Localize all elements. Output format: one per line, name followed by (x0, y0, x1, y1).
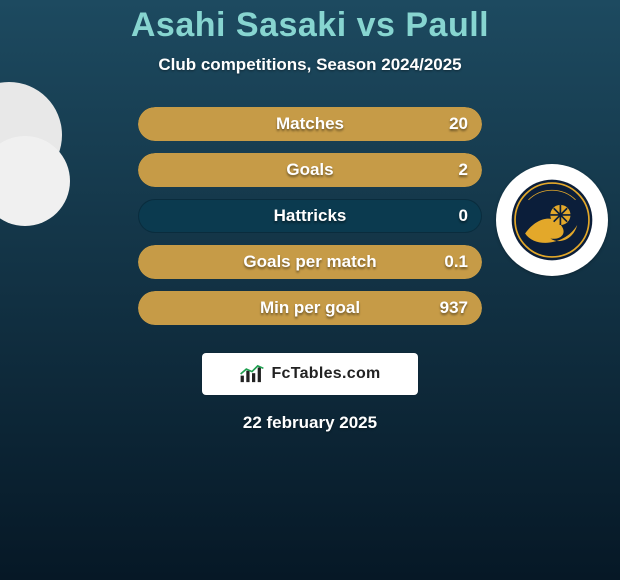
page-subtitle: Club competitions, Season 2024/2025 (0, 55, 620, 75)
stat-value-right: 2 (459, 160, 468, 180)
stat-label: Goals per match (243, 252, 376, 272)
stat-bar: Goals per match 0.1 (138, 245, 482, 279)
stat-bar: Goals 2 (138, 153, 482, 187)
page-title: Asahi Sasaki vs Paull (0, 6, 620, 45)
bar-chart-icon (239, 364, 265, 384)
date-caption: 22 february 2025 (0, 413, 620, 433)
mariners-crest-icon (510, 178, 594, 262)
stat-label: Min per goal (260, 298, 360, 318)
stat-bar: Hattricks 0 (138, 199, 482, 233)
stat-bar: Matches 20 (138, 107, 482, 141)
stat-label: Hattricks (274, 206, 347, 226)
stat-bar: Min per goal 937 (138, 291, 482, 325)
brand-text: FcTables.com (271, 365, 380, 383)
card-content: Asahi Sasaki vs Paull Club competitions,… (0, 0, 620, 580)
stat-value-right: 937 (440, 298, 468, 318)
club-crest-right (496, 164, 608, 276)
stat-label: Matches (276, 114, 344, 134)
stat-value-right: 0 (459, 206, 468, 226)
brand-badge[interactable]: FcTables.com (202, 353, 418, 395)
stats-bars: Matches 20 Goals 2 Hattricks 0 Goals per match… (138, 107, 482, 325)
stat-value-right: 0.1 (444, 252, 468, 272)
stat-label: Goals (286, 160, 333, 180)
stat-value-right: 20 (449, 114, 468, 134)
